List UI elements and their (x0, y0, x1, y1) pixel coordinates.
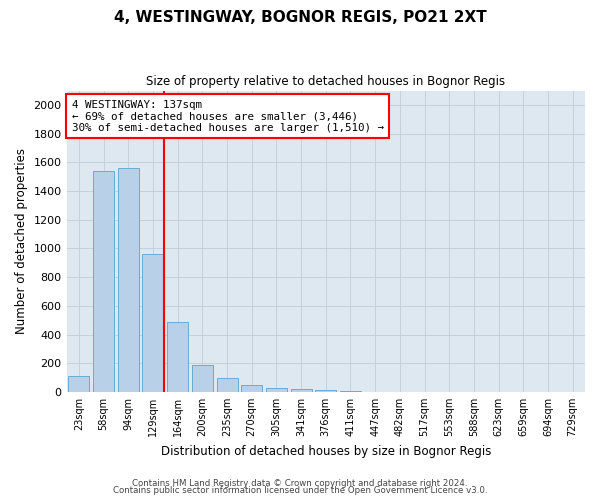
Bar (340, 391, 361, 392)
Bar (93, 171, 114, 392)
Text: Contains public sector information licensed under the Open Government Licence v3: Contains public sector information licen… (113, 486, 487, 495)
Text: Contains HM Land Registry data © Crown copyright and database right 2024.: Contains HM Land Registry data © Crown c… (132, 478, 468, 488)
Bar (315, 390, 336, 392)
Text: 4 WESTINGWAY: 137sqm
← 69% of detached houses are smaller (3,446)
30% of semi-de: 4 WESTINGWAY: 137sqm ← 69% of detached h… (72, 100, 384, 133)
Bar (217, 378, 238, 392)
Bar (192, 364, 213, 392)
Text: 4, WESTINGWAY, BOGNOR REGIS, PO21 2XT: 4, WESTINGWAY, BOGNOR REGIS, PO21 2XT (113, 10, 487, 25)
Bar (68, 376, 89, 392)
Bar (142, 254, 163, 392)
X-axis label: Distribution of detached houses by size in Bognor Regis: Distribution of detached houses by size … (161, 444, 491, 458)
Bar (241, 386, 262, 392)
Bar (290, 389, 311, 392)
Y-axis label: Number of detached properties: Number of detached properties (15, 148, 28, 334)
Bar (266, 388, 287, 392)
Title: Size of property relative to detached houses in Bognor Regis: Size of property relative to detached ho… (146, 75, 505, 88)
Bar (167, 322, 188, 392)
Bar (118, 168, 139, 392)
